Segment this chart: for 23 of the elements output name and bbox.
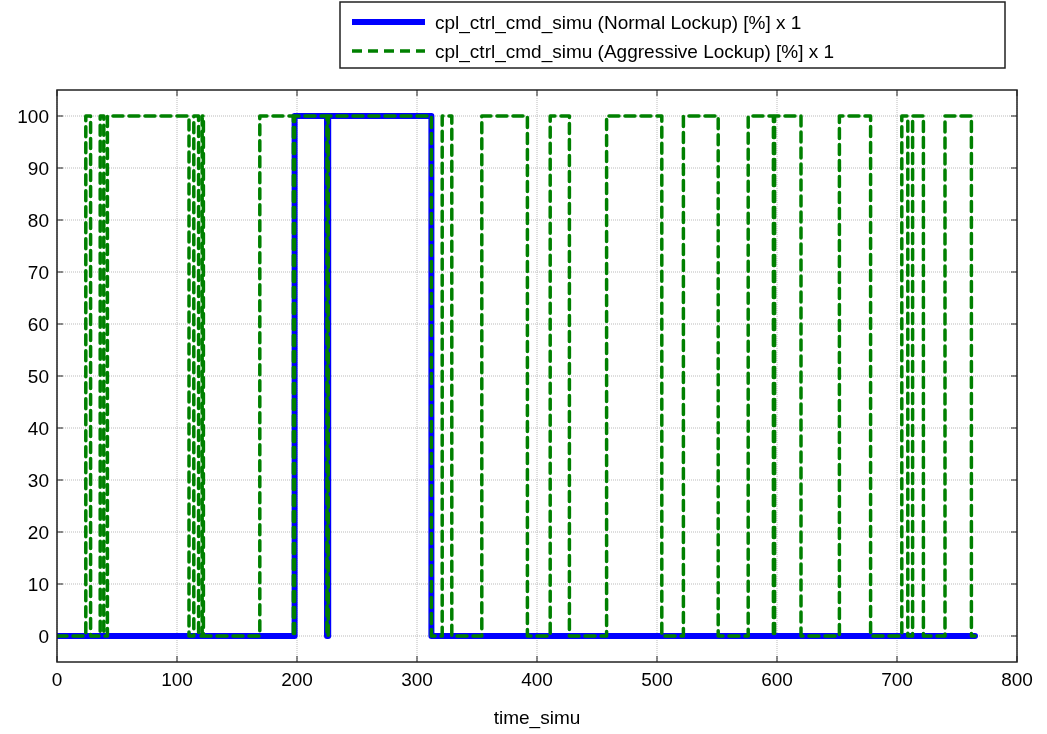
x-tick-label: 600 — [761, 669, 793, 690]
y-tick-label: 100 — [17, 106, 49, 127]
y-tick-label: 70 — [27, 262, 49, 283]
x-tick-label: 0 — [51, 669, 63, 690]
y-tick-label: 20 — [27, 522, 49, 543]
x-tick-label: 100 — [161, 669, 193, 690]
y-tick-label: 90 — [27, 158, 49, 179]
y-tick-label: 40 — [27, 418, 49, 439]
x-axis-title: time_simu — [493, 707, 581, 729]
legend-label: cpl_ctrl_cmd_simu (Normal Lockup) [%] x 1 — [435, 12, 802, 34]
y-tick-label: 0 — [38, 626, 49, 647]
y-tick-label: 80 — [27, 210, 49, 231]
x-tick-label: 200 — [281, 669, 313, 690]
x-tick-label: 300 — [401, 669, 433, 690]
legend-label: cpl_ctrl_cmd_simu (Aggressive Lockup) [%] x 1 — [435, 41, 835, 63]
x-tick-label: 800 — [1001, 669, 1033, 690]
y-tick-label: 30 — [27, 470, 49, 491]
y-tick-label: 60 — [27, 314, 49, 335]
x-tick-label: 400 — [521, 669, 553, 690]
x-tick-label: 700 — [881, 669, 913, 690]
y-tick-label: 50 — [27, 366, 49, 387]
x-tick-label: 500 — [641, 669, 673, 690]
y-tick-label: 10 — [27, 574, 49, 595]
